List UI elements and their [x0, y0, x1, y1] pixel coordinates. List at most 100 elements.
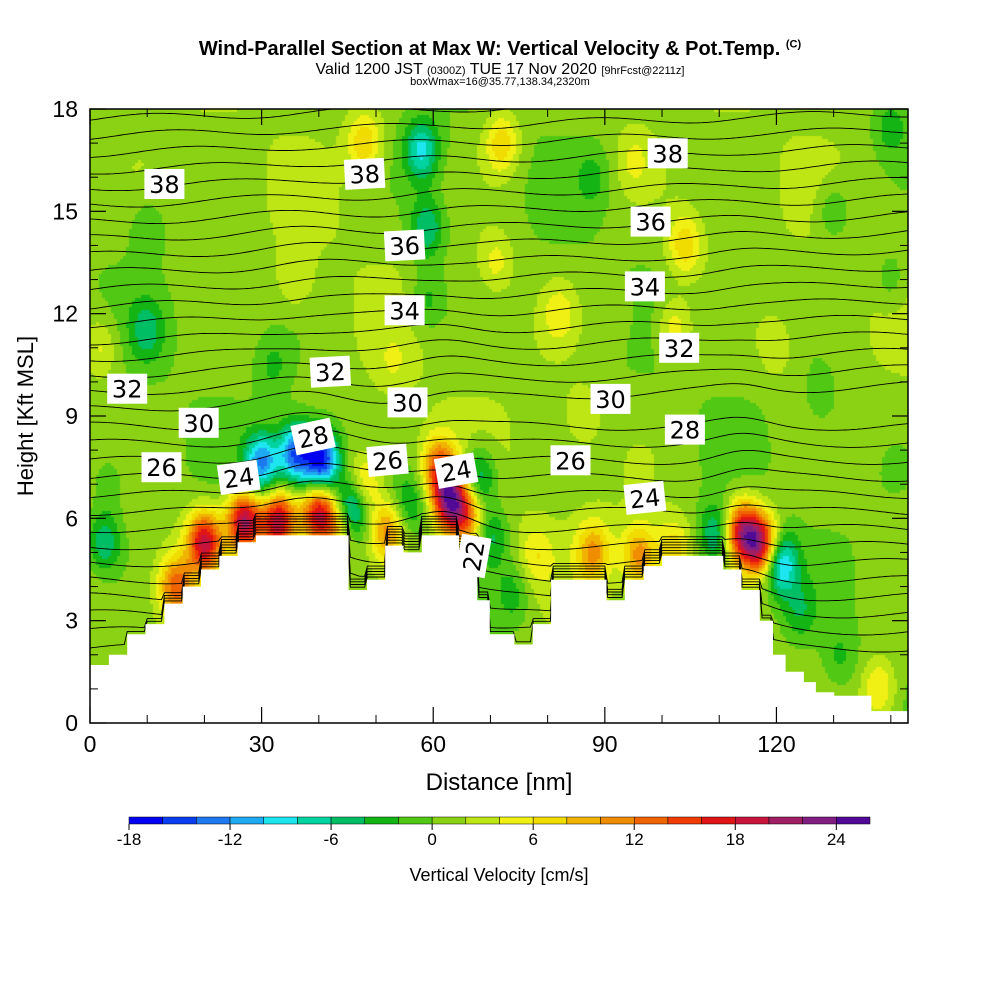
theta-label-text: 22 [458, 539, 491, 574]
theta-label: 34 [384, 295, 425, 326]
theta-label: 28 [664, 414, 705, 445]
theta-label-text: 30 [595, 386, 626, 414]
theta-label-box [550, 445, 591, 476]
theta-contour-line [90, 521, 908, 585]
theta-contour-line [90, 247, 908, 274]
colorbar-tick-label: -18 [117, 830, 142, 849]
theta-contour-line [90, 526, 908, 619]
theta-contour-line [90, 111, 908, 140]
chart-subtitle: Valid 1200 JST (0300Z) TUE 17 Nov 2020 [… [0, 61, 1000, 79]
theta-label: 30 [387, 387, 428, 418]
colorbar-swatch [465, 816, 500, 825]
chart-title-text: Wind-Parallel Section at Max W: Vertical… [198, 38, 781, 60]
colorbar-swatch [128, 816, 163, 825]
theta-label-box [590, 383, 631, 414]
theta-label-box [433, 452, 479, 489]
theta-label: 30 [590, 383, 631, 414]
theta-label-box [624, 271, 665, 302]
theta-label-text: 24 [628, 483, 661, 514]
theta-label-box [216, 459, 261, 496]
theta-label-box [659, 332, 700, 363]
theta-label: 22 [455, 533, 492, 579]
theta-label: 26 [141, 452, 182, 483]
theta-label-box [290, 417, 336, 456]
theta-label-box [384, 295, 425, 326]
theta-label-text: 32 [314, 358, 346, 388]
theta-contour-line [90, 364, 908, 395]
theta-contour-line [90, 127, 908, 158]
theta-label: 24 [433, 452, 479, 489]
y-tick-label: 6 [65, 505, 78, 531]
theta-label: 26 [550, 445, 591, 476]
x-axis: 0 30 60 90 120 [84, 109, 892, 757]
theta-contour-line [90, 524, 908, 602]
x-tick-label: 60 [420, 731, 446, 757]
theta-label: 34 [624, 271, 665, 302]
theta-contour-labels: 38 38 38 36 36 34 34 32 32 32 30 30 30 28 28 26 26 26 24 24… [107, 138, 705, 579]
theta-label: 30 [178, 407, 219, 438]
theta-label: 38 [647, 138, 688, 169]
theta-contour-line [90, 193, 908, 225]
theta-contour-line [90, 510, 908, 534]
y-tick-label: 15 [52, 198, 78, 224]
colorbar-tick-label: 18 [726, 830, 745, 849]
theta-contour-line [90, 445, 908, 465]
theta-label-box [178, 407, 219, 438]
theta-label-text: 28 [295, 421, 331, 455]
theta-contour-line [90, 109, 908, 121]
colorbar-tick-label: 0 [427, 830, 436, 849]
theta-contours [90, 109, 908, 653]
theta-label-box [366, 443, 409, 477]
theta-label-text: 34 [389, 297, 420, 325]
colorbar-swatch [162, 816, 197, 825]
valid-utc: (0300Z) [427, 65, 466, 77]
theta-label-text: 32 [112, 376, 143, 404]
theta-label-text: 34 [630, 273, 661, 301]
theta-contour-line [90, 515, 908, 551]
colorbar-swatch [667, 816, 702, 825]
theta-label-text: 38 [349, 160, 381, 190]
colorbar-swatch [802, 816, 837, 825]
x-axis-label: Distance [nm] [426, 769, 573, 796]
colorbar-swatch [836, 816, 871, 825]
colorbar-swatch [633, 816, 669, 825]
colorbar-swatch [297, 816, 332, 825]
theta-label-box [309, 355, 352, 388]
theta-label: 36 [383, 229, 426, 262]
theta-label-text: 38 [652, 140, 683, 168]
colorbar-tick-label: 6 [528, 830, 537, 849]
colorbar: -18 -12 -6 0 6 12 18 24 [117, 816, 871, 849]
box-info: boxWmax=16@35.77,138.34,2320m [410, 76, 590, 88]
theta-contour-line [90, 281, 908, 310]
theta-contour-line [90, 428, 908, 448]
theta-contour-line [90, 381, 908, 412]
colorbar-swatch [768, 816, 803, 825]
theta-label-box [664, 414, 705, 445]
theta-label-text: 24 [439, 455, 474, 488]
theta-label-box [630, 206, 671, 237]
theta-label-text: 30 [183, 410, 214, 438]
colorbar-swatch [600, 816, 635, 825]
theta-label-text: 36 [389, 232, 421, 262]
theta-contour-line [90, 264, 908, 291]
theta-label-text: 30 [392, 389, 423, 417]
theta-label: 26 [366, 443, 409, 477]
theta-contour-line [90, 314, 908, 346]
theta-label: 36 [630, 206, 671, 237]
x-tick-label: 120 [757, 731, 795, 757]
theta-contour-line [90, 496, 908, 517]
theta-label-box [144, 169, 185, 199]
chart-title: Wind-Parallel Section at Max W: Vertical… [0, 38, 1000, 61]
theta-label-box [387, 387, 428, 418]
theta-label: 24 [623, 480, 667, 515]
theta-label-text: 36 [635, 209, 666, 237]
colorbar-swatch [229, 816, 264, 825]
colorbar-swatch [364, 816, 399, 825]
colorbar-swatch [701, 816, 736, 825]
y-tick-label: 18 [52, 96, 78, 122]
y-tick-label: 9 [65, 403, 78, 429]
theta-contour-line [90, 331, 908, 362]
theta-label-box [455, 533, 492, 579]
